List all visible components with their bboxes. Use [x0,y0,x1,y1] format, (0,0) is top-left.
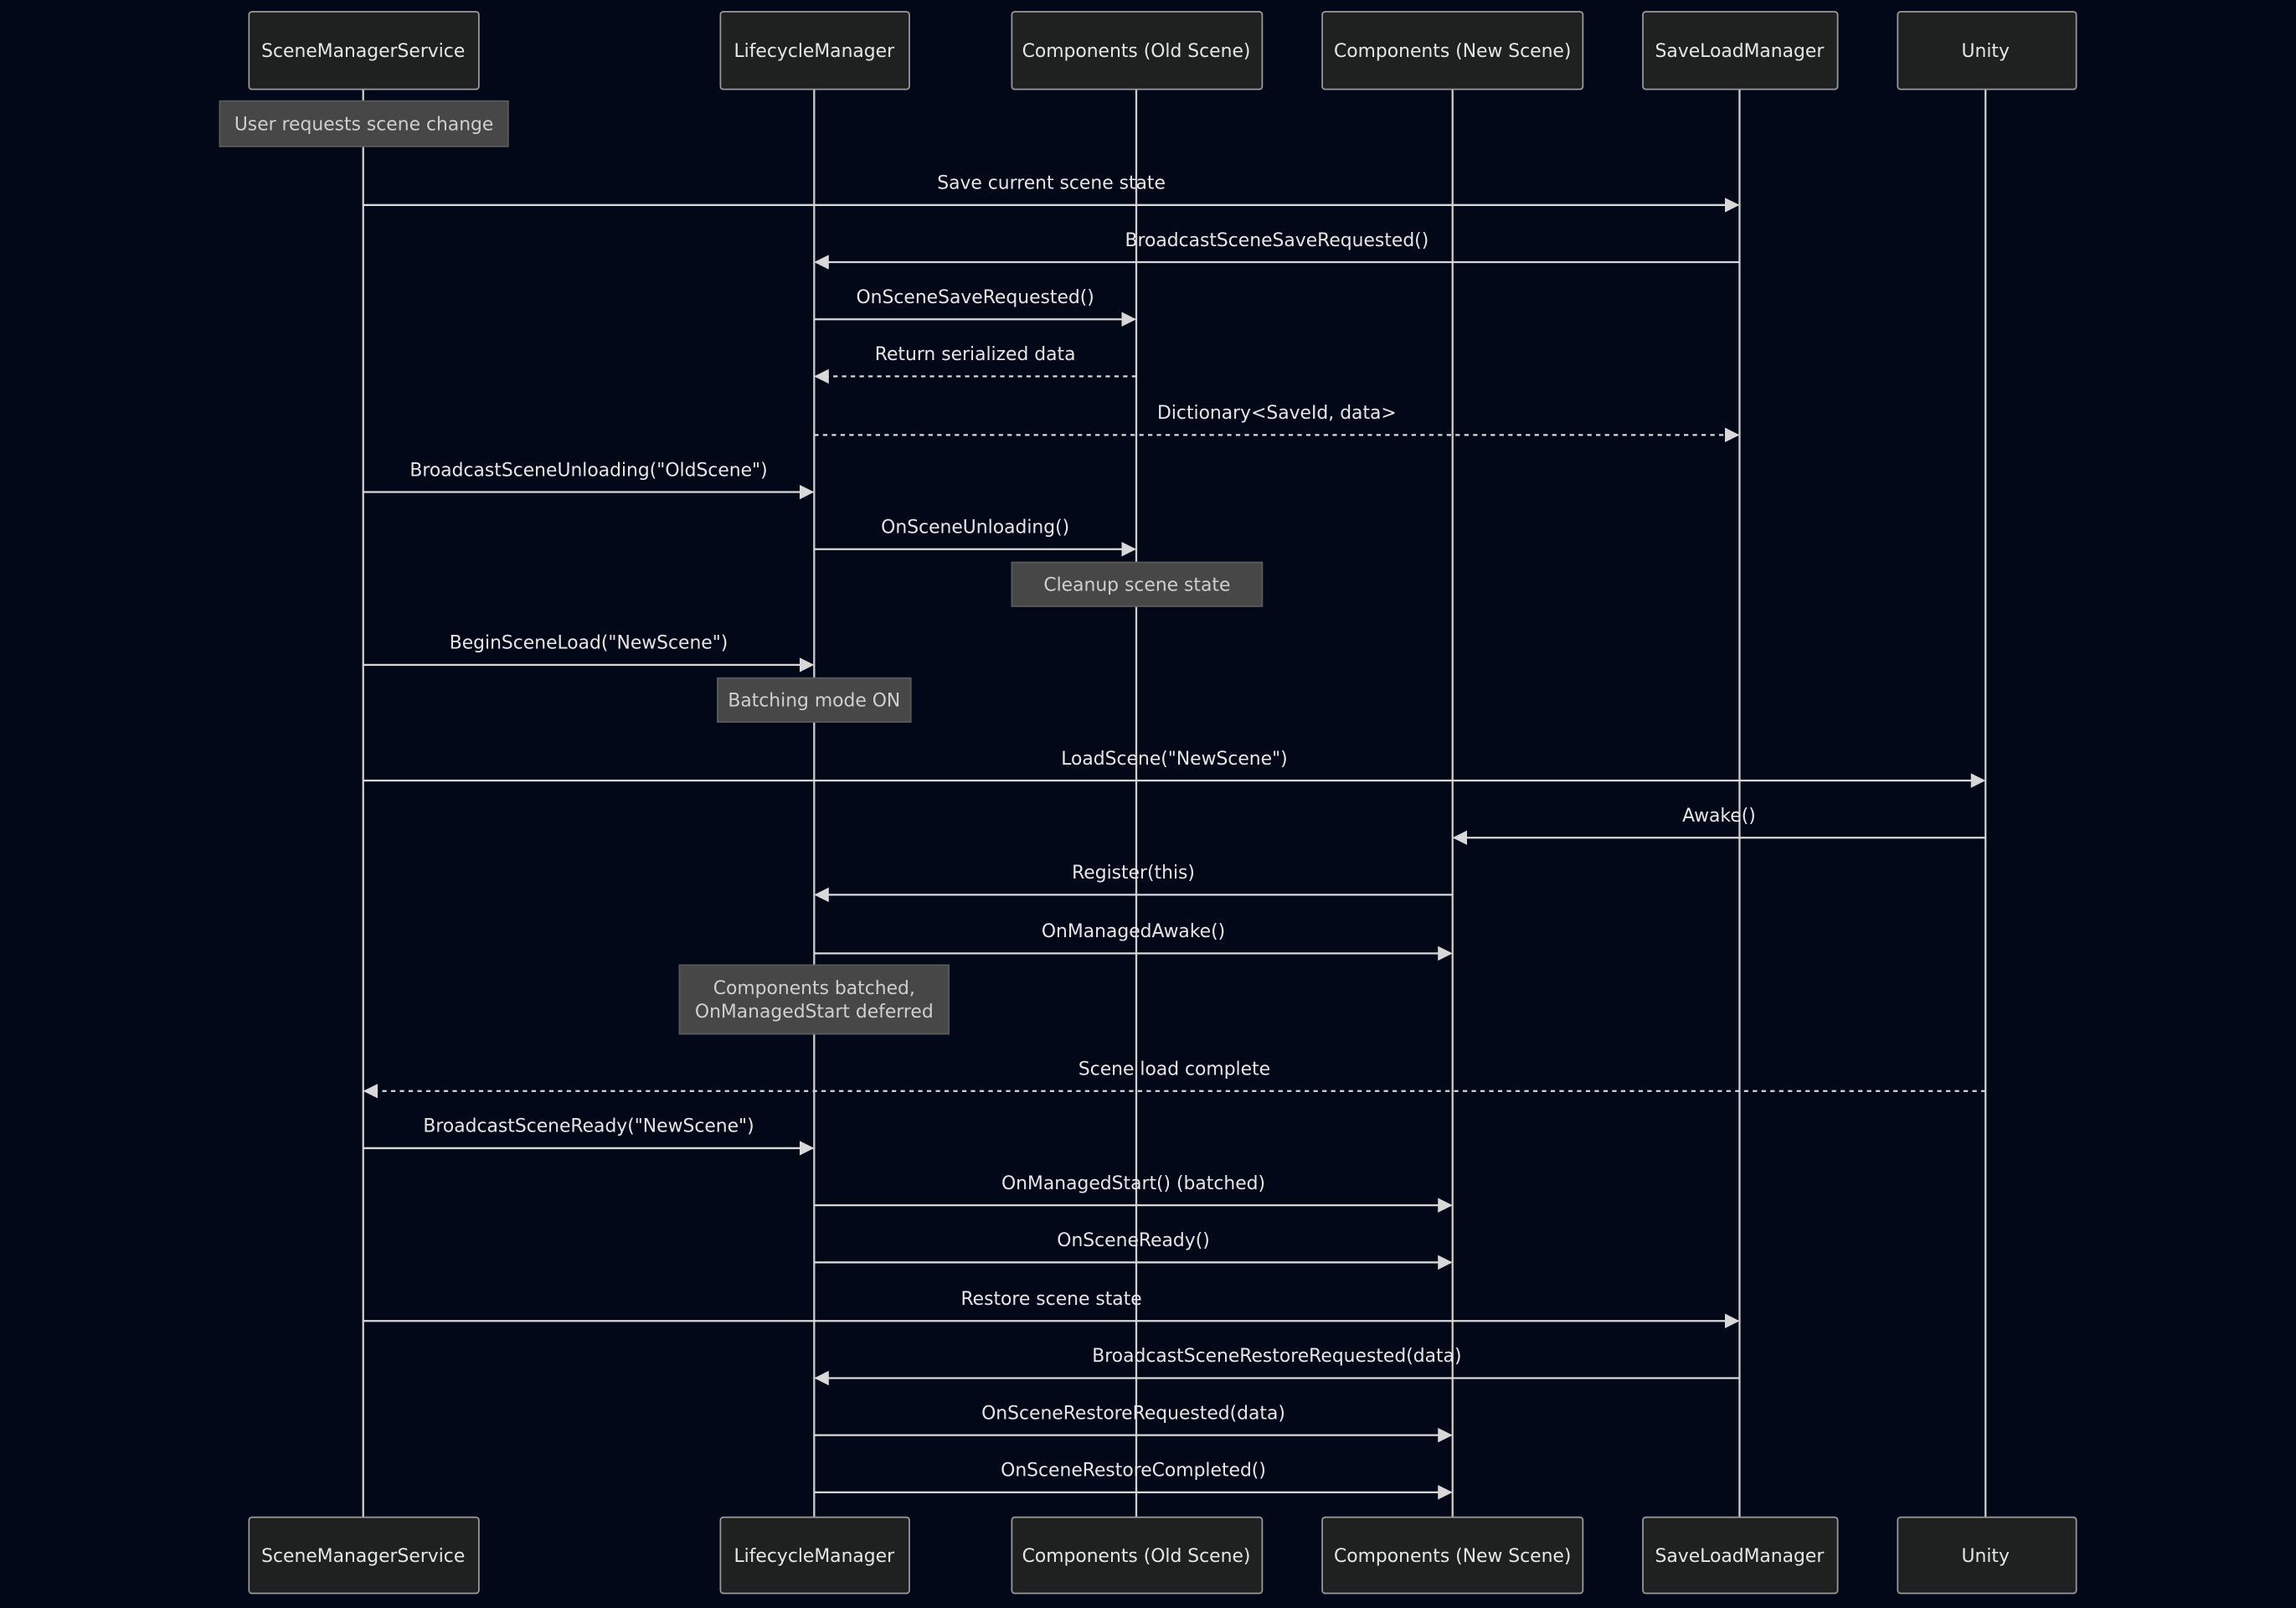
participant-label: Components (New Scene) [1334,41,1571,62]
message-label: BroadcastSceneReady("NewScene") [423,1116,754,1137]
message-onscenerestorerequested-data: OnSceneRestoreRequested(data) [814,1403,1453,1443]
note-text: Batching mode ON [728,691,900,712]
participant-saveloadmanager-top: SaveLoadManager [1642,11,1839,90]
message-onscenesaverequested: OnSceneSaveRequested() [814,287,1137,327]
message-register-this: Register(this) [814,863,1453,903]
participant-saveloadmanager-bottom: SaveLoadManager [1642,1516,1839,1595]
message-label: Dictionary<SaveId, data> [1157,403,1397,424]
message-label: BroadcastSceneUnloading("OldScene") [409,460,767,481]
message-dictionary-saveid-data: Dictionary<SaveId, data> [814,403,1740,443]
participant-label: LifecycleManager [734,1546,895,1567]
participant-scenemanagerservice-bottom: SceneManagerService [248,1516,480,1595]
message-label: LoadScene("NewScene") [1061,749,1287,770]
message-label: Save current scene state [937,173,1166,194]
note-text: User requests scene change [234,115,494,136]
participant-box [719,1516,910,1595]
participant-box [1011,11,1264,90]
message-label: Scene load complete [1079,1059,1270,1080]
participant-label: LifecycleManager [734,41,895,62]
participant-label: SaveLoadManager [1655,1546,1825,1567]
participant-components-old-scene-bottom: Components (Old Scene) [1011,1516,1264,1595]
message-label: Awake() [1682,806,1756,827]
participant-box [1897,1516,2077,1595]
message-label: OnSceneSaveRequested() [856,287,1094,308]
participant-box [719,11,910,90]
participant-label: Unity [1962,1546,2010,1567]
participant-box [1011,1516,1264,1595]
participant-box [248,1516,480,1595]
note-box [678,964,950,1035]
message-return-serialized-data: Return serialized data [814,344,1137,384]
message-label: OnManagedStart() (batched) [1001,1173,1265,1194]
participant-label: SceneManagerService [261,1546,465,1567]
message-restore-scene-state: Restore scene state [363,1289,1740,1329]
message-onsceneunloading: OnSceneUnloading() [814,518,1137,557]
participant-components-new-scene-bottom: Components (New Scene) [1321,1516,1584,1595]
message-onsceneready: OnSceneReady() [814,1230,1453,1270]
message-broadcastscenerestorerequested-data: BroadcastSceneRestoreRequested(data) [814,1346,1740,1386]
participant-label: Components (Old Scene) [1022,1546,1251,1567]
participant-label: Components (New Scene) [1334,1546,1571,1567]
participant-components-old-scene-top: Components (Old Scene) [1011,11,1264,90]
note-components-batched: Components batched, OnManagedStart deferr… [678,964,950,1035]
participant-lifecyclemanager-bottom: LifecycleManager [719,1516,910,1595]
note-batching-mode-on: Batching mode ON [717,677,912,723]
note-box [219,100,509,147]
message-label: Return serialized data [875,344,1076,365]
note-text: Cleanup scene state [1043,575,1230,595]
participant-unity-top: Unity [1897,11,2077,90]
message-label: OnSceneRestoreRequested(data) [981,1403,1285,1424]
participant-lifecyclemanager-top: LifecycleManager [719,11,910,90]
message-label: OnSceneReady() [1057,1230,1210,1251]
message-beginsceneload-newscene: BeginSceneLoad("NewScene") [363,633,815,673]
note-box [717,677,912,723]
message-label: BroadcastSceneSaveRequested() [1125,230,1429,251]
message-label: OnManagedAwake() [1042,921,1225,942]
note-text: Components batched, [713,978,915,999]
message-awake: Awake() [1452,806,1986,845]
participant-box [248,11,480,90]
message-label: BeginSceneLoad("NewScene") [450,633,728,654]
message-broadcastscenesaverequested: BroadcastSceneSaveRequested() [814,230,1740,270]
participant-label: Unity [1962,41,2010,62]
participant-box [1897,11,2077,90]
message-label: Register(this) [1072,863,1195,884]
participant-label: SceneManagerService [261,41,465,62]
message-onscenerestorecompleted: OnSceneRestoreCompleted() [814,1461,1453,1500]
note-text: OnManagedStart deferred [695,1002,934,1023]
note-user-requests-scene-change: User requests scene change [219,100,509,147]
message-onmanagedawake: OnManagedAwake() [814,921,1453,961]
message-onmanagedstart-batched: OnManagedStart() (batched) [814,1173,1453,1213]
participant-box [1321,11,1584,90]
message-label: Restore scene state [960,1289,1141,1310]
participant-box [1321,1516,1584,1595]
message-label: OnSceneRestoreCompleted() [1001,1461,1266,1482]
participant-scenemanagerservice-top: SceneManagerService [248,11,480,90]
message-loadscene-newscene: LoadScene("NewScene") [363,749,1986,788]
message-label: OnSceneUnloading() [881,518,1069,539]
message-save-current-scene-state: Save current scene state [363,173,1740,213]
message-label: BroadcastSceneRestoreRequested(data) [1092,1346,1461,1367]
participant-box [1642,11,1839,90]
message-broadcastsceneready-newscene: BroadcastSceneReady("NewScene") [363,1116,815,1156]
participant-label: SaveLoadManager [1655,41,1825,62]
participant-label: Components (Old Scene) [1022,41,1251,62]
participant-components-new-scene-top: Components (New Scene) [1321,11,1584,90]
note-box [1011,561,1264,607]
message-broadcastsceneunloading-oldscene: BroadcastSceneUnloading("OldScene") [363,460,815,500]
note-cleanup-scene-state: Cleanup scene state [1011,561,1264,607]
message-scene-load-complete: Scene load complete [363,1059,1986,1099]
participant-unity-bottom: Unity [1897,1516,2077,1595]
participant-box [1642,1516,1839,1595]
